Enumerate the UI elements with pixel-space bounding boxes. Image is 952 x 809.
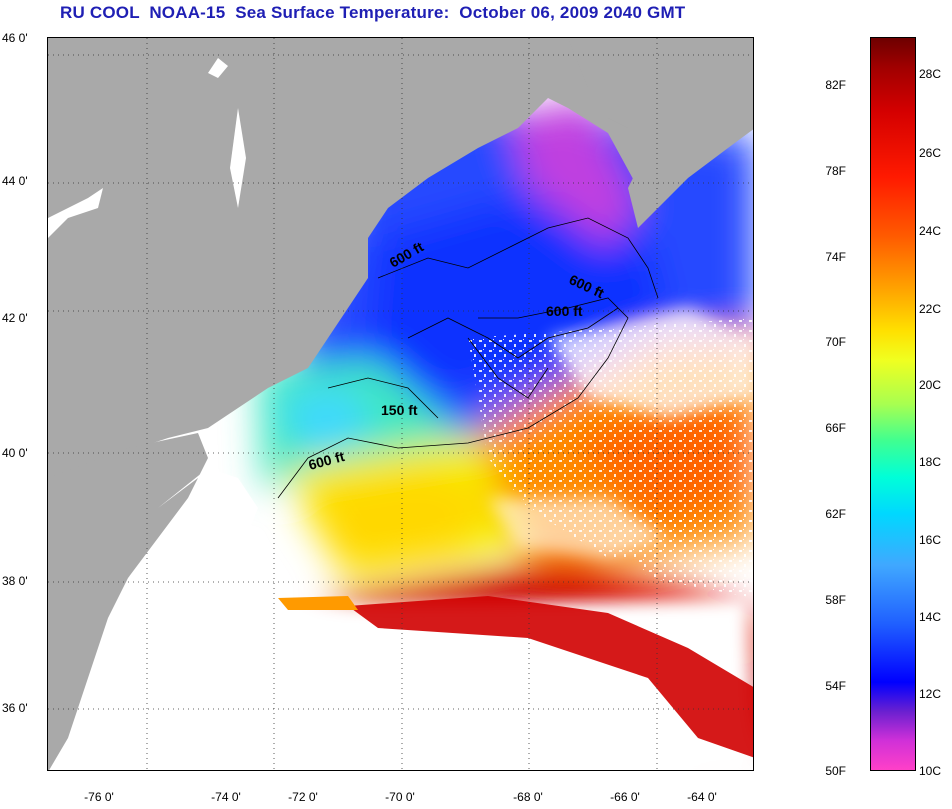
- lon-label-66: -66 0': [610, 790, 640, 804]
- lon-label-76: -76 0': [84, 790, 114, 804]
- cb-f-50: 50F: [825, 764, 846, 778]
- cb-f-70: 70F: [825, 335, 846, 349]
- lon-label-74: -74 0': [211, 790, 241, 804]
- cb-f-82: 82F: [825, 78, 846, 92]
- lat-label-38: 38 0': [2, 574, 28, 588]
- lat-label-40: 40 0': [2, 446, 28, 460]
- cb-f-54: 54F: [825, 679, 846, 693]
- temperature-colorbar: [870, 37, 916, 771]
- sst-map[interactable]: 600 ft 600 ft 600 ft 150 ft 600 ft: [47, 37, 754, 771]
- cb-f-74: 74F: [825, 250, 846, 264]
- cb-c-18: 18C: [919, 455, 942, 469]
- bathymetry-contours: [277, 217, 659, 499]
- map-title: RU COOL NOAA-15 Sea Surface Temperature:…: [60, 3, 686, 22]
- cb-c-24: 24C: [919, 224, 942, 238]
- cb-f-66: 66F: [825, 421, 846, 435]
- cb-c-12: 12C: [919, 687, 942, 701]
- cb-c-20: 20C: [919, 378, 942, 392]
- cb-c-22: 22C: [919, 302, 942, 316]
- lon-label-70: -70 0': [385, 790, 415, 804]
- cb-c-28: 28C: [919, 67, 942, 81]
- contour-label-150ft: 150 ft: [381, 402, 418, 418]
- land-mass: [48, 38, 753, 770]
- cb-c-26: 26C: [919, 146, 942, 160]
- lon-label-72: -72 0': [288, 790, 318, 804]
- lon-label-64: -64 0': [687, 790, 717, 804]
- cb-f-78: 78F: [825, 164, 846, 178]
- lat-label-42: 42 0': [2, 311, 28, 325]
- cb-f-58: 58F: [825, 593, 846, 607]
- cb-c-14: 14C: [919, 610, 942, 624]
- lat-label-44: 44 0': [2, 174, 28, 188]
- sst-map-canvas: 600 ft 600 ft 600 ft 150 ft 600 ft: [48, 38, 753, 770]
- lon-label-68: -68 0': [513, 790, 543, 804]
- lat-label-36: 36 0': [2, 701, 28, 715]
- cb-c-10: 10C: [919, 764, 942, 778]
- lat-label-46: 46 0': [2, 31, 28, 45]
- cb-c-16: 16C: [919, 533, 942, 547]
- contour-label-600ft-c: 600 ft: [546, 303, 583, 319]
- cb-f-62: 62F: [825, 507, 846, 521]
